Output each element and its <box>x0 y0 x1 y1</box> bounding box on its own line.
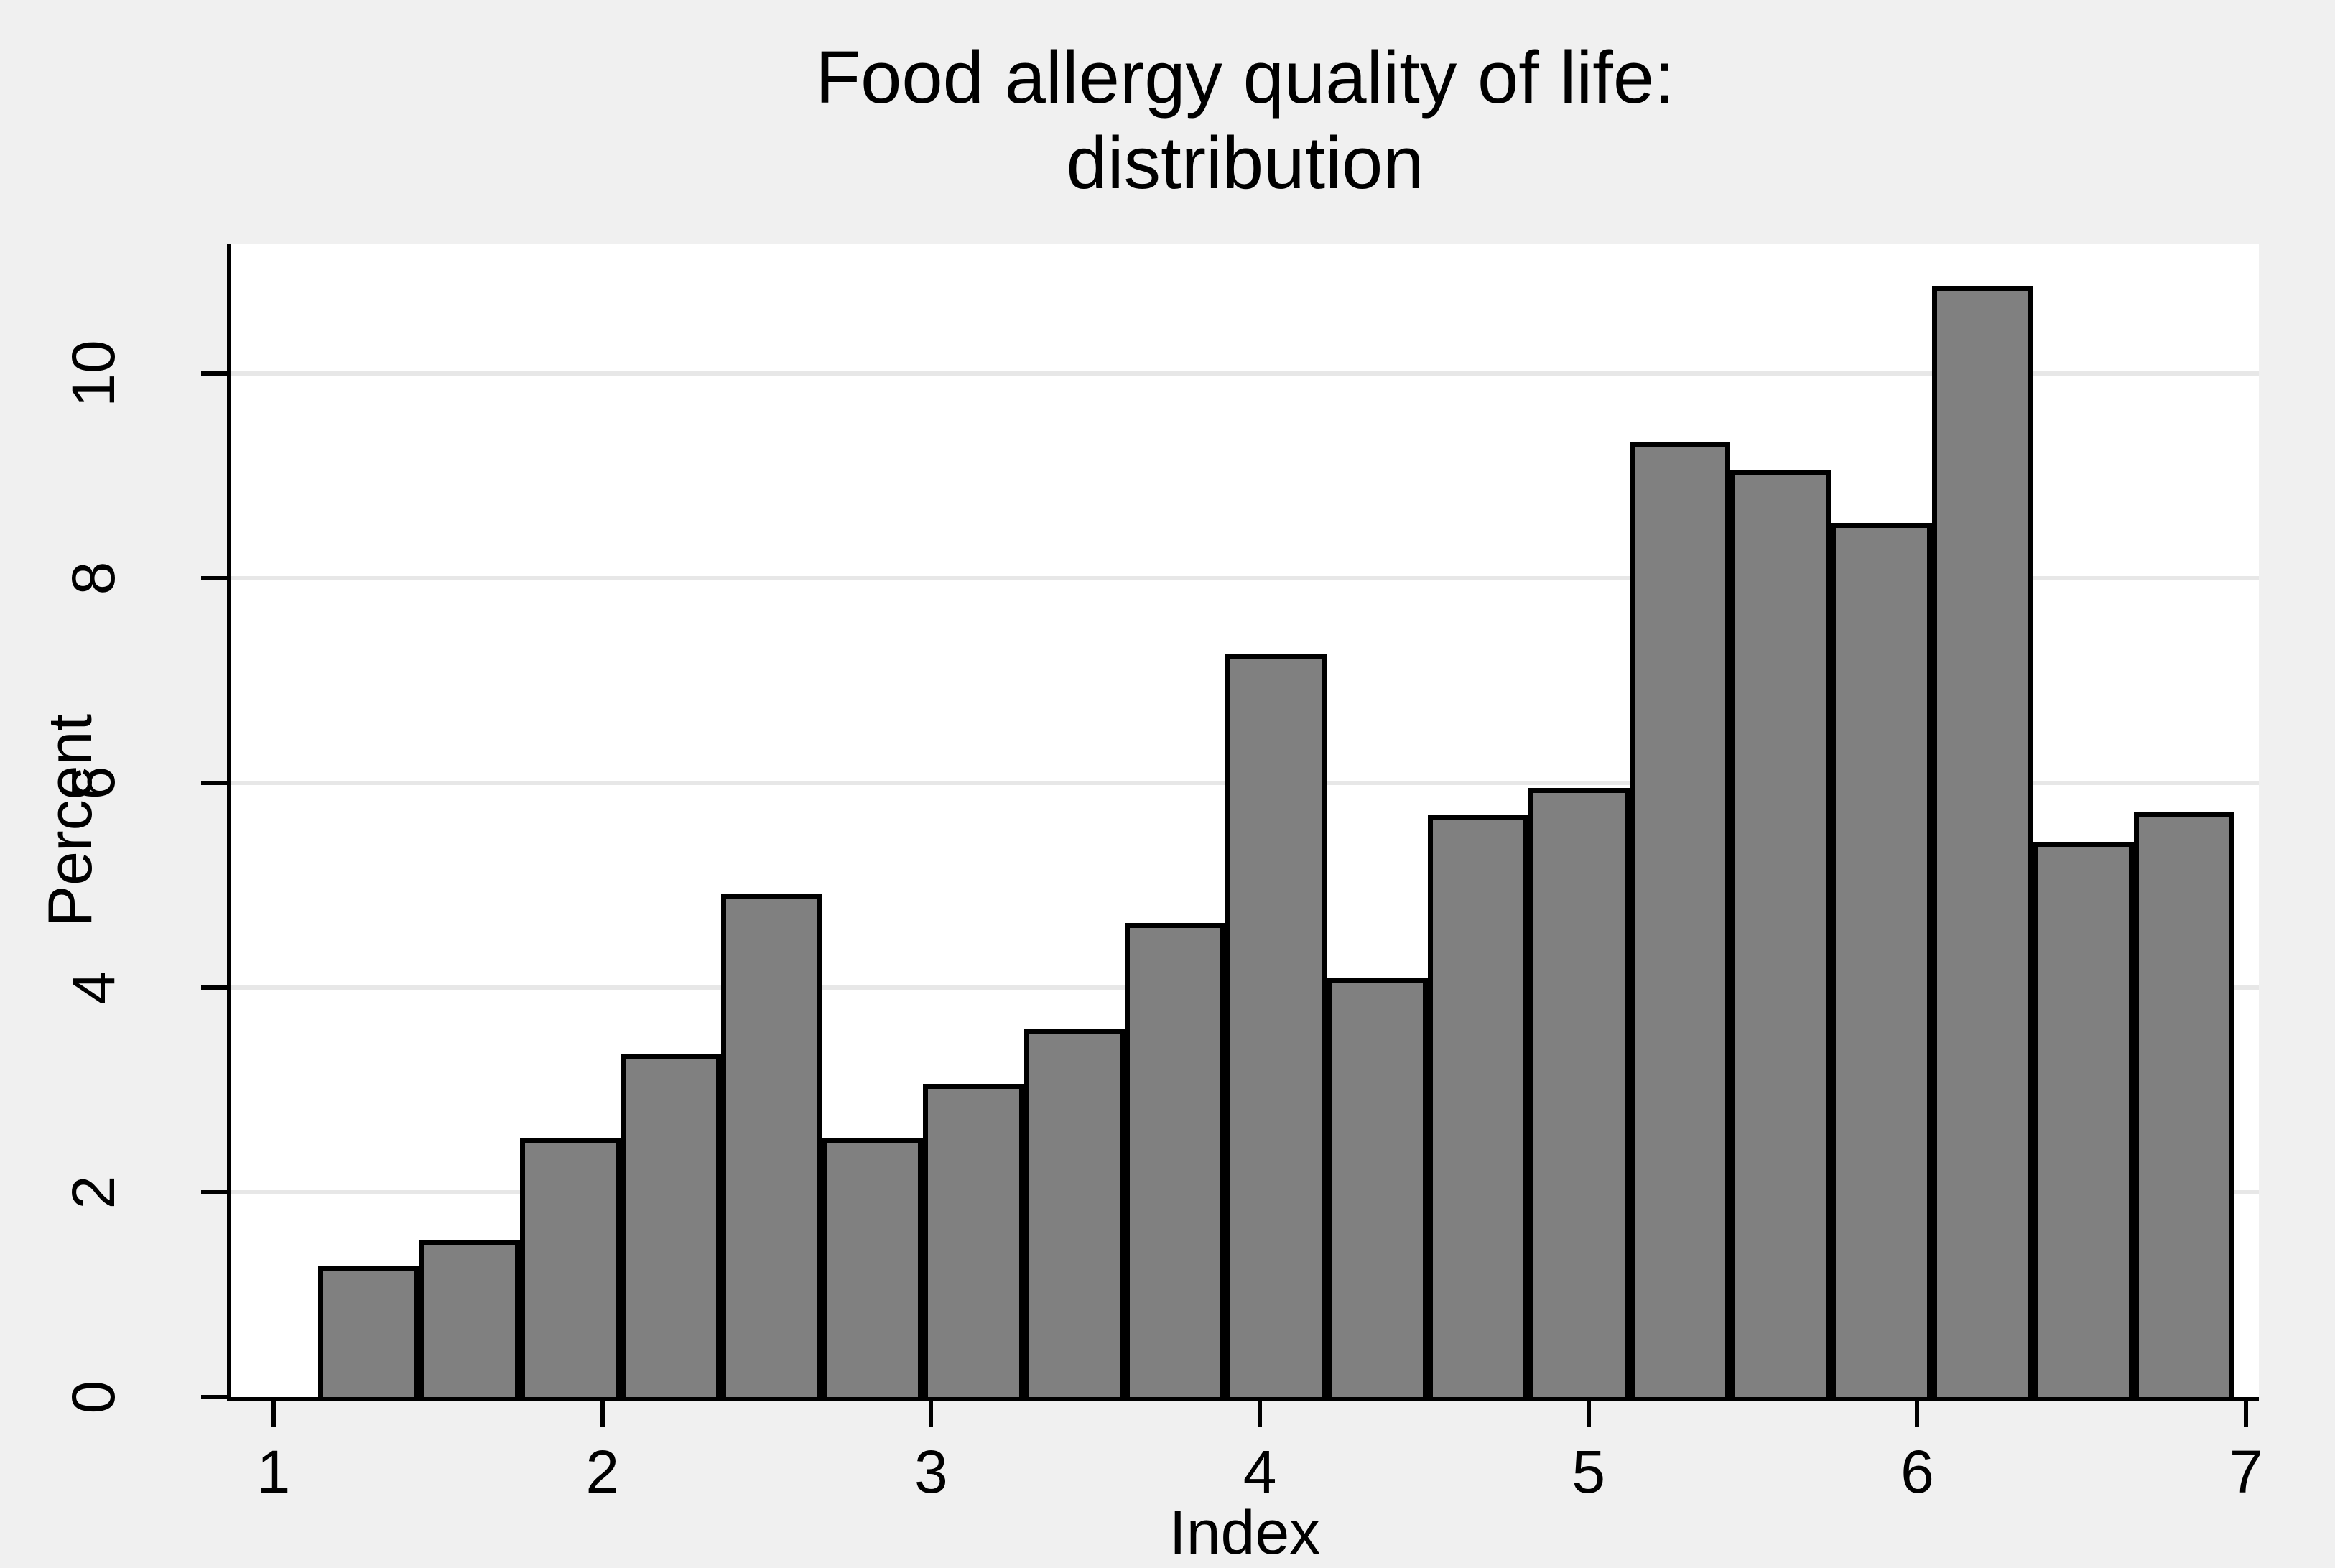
gridline-y-8 <box>231 575 2259 580</box>
y-tick-label-6: 6 <box>60 766 127 800</box>
histogram-bar-13 <box>1528 787 1630 1397</box>
y-tick-label-2: 2 <box>60 1175 127 1210</box>
y-tick-label-8: 8 <box>60 561 127 595</box>
histogram-bar-1 <box>317 1266 419 1397</box>
y-tick-0 <box>201 1395 227 1399</box>
histogram-bar-9 <box>1125 923 1226 1397</box>
x-tick-6 <box>1915 1401 1920 1427</box>
histogram-bar-2 <box>419 1240 520 1397</box>
x-tick-label-1: 1 <box>256 1438 291 1506</box>
x-tick-label-6: 6 <box>1900 1438 1934 1506</box>
histogram-bar-15 <box>1730 469 1832 1397</box>
x-tick-2 <box>600 1401 605 1427</box>
plot-area <box>231 244 2259 1397</box>
y-tick-10 <box>201 371 227 376</box>
x-tick-label-4: 4 <box>1243 1438 1277 1506</box>
x-tick-label-5: 5 <box>1572 1438 1606 1506</box>
chart-title-line2: distribution <box>1066 121 1424 204</box>
x-tick-1 <box>271 1401 277 1427</box>
histogram-bar-18 <box>2033 842 2134 1397</box>
chart-title-line1: Food allergy quality of life: <box>815 36 1675 119</box>
histogram-bar-8 <box>1023 1028 1125 1397</box>
y-tick-2 <box>201 1189 227 1194</box>
x-tick-label-7: 7 <box>2229 1438 2263 1506</box>
y-tick-8 <box>201 575 227 580</box>
x-tick-5 <box>1586 1401 1591 1427</box>
y-tick-label-0: 0 <box>60 1380 127 1414</box>
x-tick-label-2: 2 <box>585 1438 620 1506</box>
histogram-bar-11 <box>1327 977 1428 1397</box>
x-tick-label-3: 3 <box>914 1438 948 1506</box>
x-axis-title: Index <box>1169 1498 1321 1567</box>
x-tick-3 <box>929 1401 934 1427</box>
histogram-bar-12 <box>1427 815 1528 1397</box>
histogram-bar-6 <box>822 1138 924 1397</box>
y-tick-4 <box>201 985 227 990</box>
histogram-bar-4 <box>621 1054 722 1397</box>
histogram-bar-16 <box>1831 522 1932 1397</box>
histogram-bar-19 <box>2133 812 2235 1397</box>
y-tick-6 <box>201 780 227 785</box>
x-axis-line <box>227 1397 2259 1401</box>
y-tick-label-4: 4 <box>60 970 127 1005</box>
histogram-bar-14 <box>1629 442 1730 1397</box>
x-tick-4 <box>1258 1401 1263 1427</box>
y-axis-line <box>227 244 231 1401</box>
chart-title: Food allergy quality of life: distributi… <box>231 34 2259 205</box>
x-tick-7 <box>2244 1401 2249 1427</box>
histogram-bar-7 <box>923 1083 1024 1397</box>
histogram-bar-3 <box>519 1138 621 1397</box>
gridline-y-10 <box>231 371 2259 376</box>
histogram-bar-10 <box>1225 654 1327 1397</box>
histogram-bar-17 <box>1931 286 2033 1397</box>
y-tick-label-10: 10 <box>60 339 127 407</box>
histogram-bar-5 <box>721 893 822 1397</box>
